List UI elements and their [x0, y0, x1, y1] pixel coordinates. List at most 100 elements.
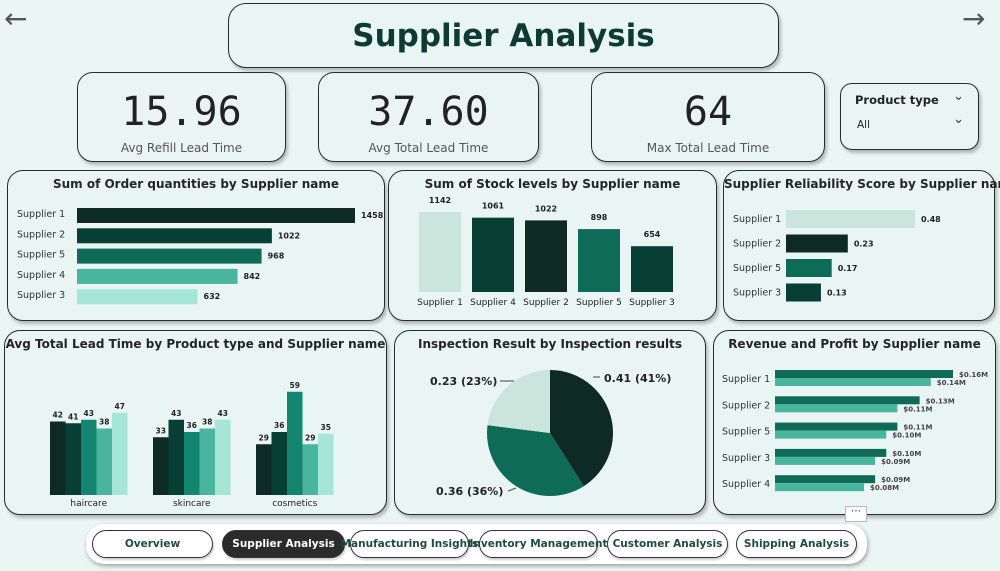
bar — [80, 419, 96, 495]
arrow-left-icon[interactable]: ← — [4, 2, 28, 35]
data-label: 842 — [243, 271, 260, 280]
bar — [317, 433, 333, 495]
data-label: 35 — [320, 422, 330, 431]
pie-slice — [486, 369, 550, 433]
chart-title: Avg Total Lead Time by Product type and … — [5, 337, 386, 351]
tab-overview[interactable]: Overview — [92, 530, 213, 558]
reliability-score-chart: Supplier 1 0.48 Supplier 2 0.23 Supplier 5 0.… — [733, 209, 941, 301]
data-label: 0.23 (23%) — [430, 375, 497, 388]
category-label: Supplier 5 — [17, 249, 65, 260]
data-label: 42 — [52, 410, 62, 419]
kpi-label: Max Total Lead Time — [646, 141, 770, 155]
chart-title: Revenue and Profit by Supplier name — [728, 337, 981, 351]
category-label: Supplier 3 — [629, 298, 675, 308]
data-label: 38 — [99, 417, 109, 426]
category-label: Supplier 4 — [17, 269, 65, 280]
chart-title: Sum of Order quantities by Supplier name — [52, 177, 340, 191]
bar — [774, 448, 886, 457]
revenue-chart-card: Revenue and Profit by Supplier name Supp… — [713, 330, 996, 515]
data-label: 1022 — [534, 204, 556, 213]
category-label: cosmetics — [272, 499, 317, 509]
data-label: 47 — [114, 401, 124, 410]
arrow-right-icon[interactable]: → — [962, 2, 986, 35]
slicer-dropdown[interactable]: All ⌄ — [855, 112, 964, 136]
bar — [785, 234, 848, 252]
category-label: haircare — [70, 499, 107, 509]
kpi-label: Avg Total Lead Time — [368, 141, 489, 155]
data-label: 0.36 (36%) — [436, 485, 503, 498]
bar — [286, 391, 302, 495]
data-label: $0.10M — [892, 449, 921, 457]
category-label: Supplier 2 — [523, 298, 569, 308]
chart-title: Sum of Stock levels by Supplier name — [424, 177, 681, 191]
data-label: 0.41 (41%) — [604, 372, 671, 385]
bar — [76, 227, 272, 243]
category-label: Supplier 3 — [17, 290, 65, 301]
data-label: 0.17 — [837, 264, 857, 273]
bar — [774, 430, 886, 439]
tab-manufacturing-insights[interactable]: Manufacturing Insights — [341, 530, 478, 558]
data-label: $0.14M — [936, 379, 965, 387]
slicer-title: Product type — [855, 93, 939, 107]
chevron-down-icon[interactable]: ⌄ — [953, 112, 964, 127]
category-label: Supplier 3 — [722, 452, 770, 463]
bar — [774, 377, 931, 386]
more-options-icon[interactable]: ⋯ — [845, 506, 867, 522]
bar — [199, 428, 215, 495]
bar — [96, 428, 112, 495]
category-label: Supplier 5 — [733, 263, 781, 274]
bar — [302, 443, 318, 495]
bar — [111, 412, 127, 495]
bar — [524, 219, 567, 292]
data-label: $0.16M — [959, 371, 988, 379]
kpi-value: 15.96 — [121, 89, 242, 135]
bar — [168, 419, 184, 495]
data-label: 1458 — [361, 211, 384, 220]
category-label: skincare — [172, 499, 210, 509]
category-label: Supplier 1 — [417, 298, 463, 308]
leader-line — [507, 487, 516, 491]
data-label: 41 — [68, 412, 78, 421]
data-label: 36 — [186, 421, 196, 430]
bar — [183, 431, 199, 495]
bar — [774, 456, 875, 465]
chart-title: Inspection Result by Inspection results — [417, 337, 683, 351]
data-label: 1142 — [428, 196, 450, 205]
category-label: Supplier 1 — [722, 374, 770, 385]
category-label: Supplier 2 — [722, 400, 770, 411]
kpi-value: 37.60 — [368, 89, 489, 135]
kpi-label: Avg Refill Lead Time — [120, 141, 243, 155]
bar — [774, 395, 920, 404]
chevron-down-icon[interactable]: ⌄ — [953, 89, 964, 104]
tab-shipping-analysis[interactable]: Shipping Analysis — [736, 530, 857, 558]
category-label: Supplier 2 — [17, 229, 65, 240]
category-label: Supplier 5 — [576, 298, 622, 308]
lead-time-by-product-chart: 42 41 43 38 47 haircare 33 43 36 38 43 skincare 29 36… — [49, 380, 333, 509]
bar — [214, 419, 230, 495]
data-label: 43 — [83, 408, 93, 417]
bar — [76, 288, 198, 304]
data-label: 898 — [590, 213, 607, 222]
tab-inventory-management[interactable]: Inventory Management — [469, 530, 608, 558]
bar — [774, 474, 875, 483]
category-label: Supplier 5 — [722, 426, 770, 437]
data-label: $0.09M — [881, 476, 910, 484]
data-label: $0.09M — [881, 457, 910, 465]
bar — [152, 436, 168, 495]
bar — [255, 443, 271, 495]
inspection-chart-card: Inspection Result by Inspection results … — [394, 330, 706, 515]
slicer-value: All — [857, 119, 871, 131]
inspection-pie-chart: 0.41 (41%) 0.36 (36%) 0.23 (23%) — [430, 369, 671, 498]
bar — [418, 211, 461, 292]
product-type-slicer[interactable]: Product type ⌄ All ⌄ — [840, 83, 979, 150]
bar — [774, 403, 897, 412]
tab-customer-analysis[interactable]: Customer Analysis — [607, 530, 728, 558]
data-label: 0.23 — [853, 239, 873, 248]
chart-title: Supplier Reliability Score by Supplier n… — [724, 177, 1000, 191]
order-quantity-chart: Supplier 1 1458 Supplier 2 1022 Supplier 5 96… — [17, 207, 384, 304]
tab-supplier-analysis[interactable]: Supplier Analysis — [222, 530, 345, 558]
bar — [785, 258, 832, 277]
bar — [774, 369, 953, 378]
